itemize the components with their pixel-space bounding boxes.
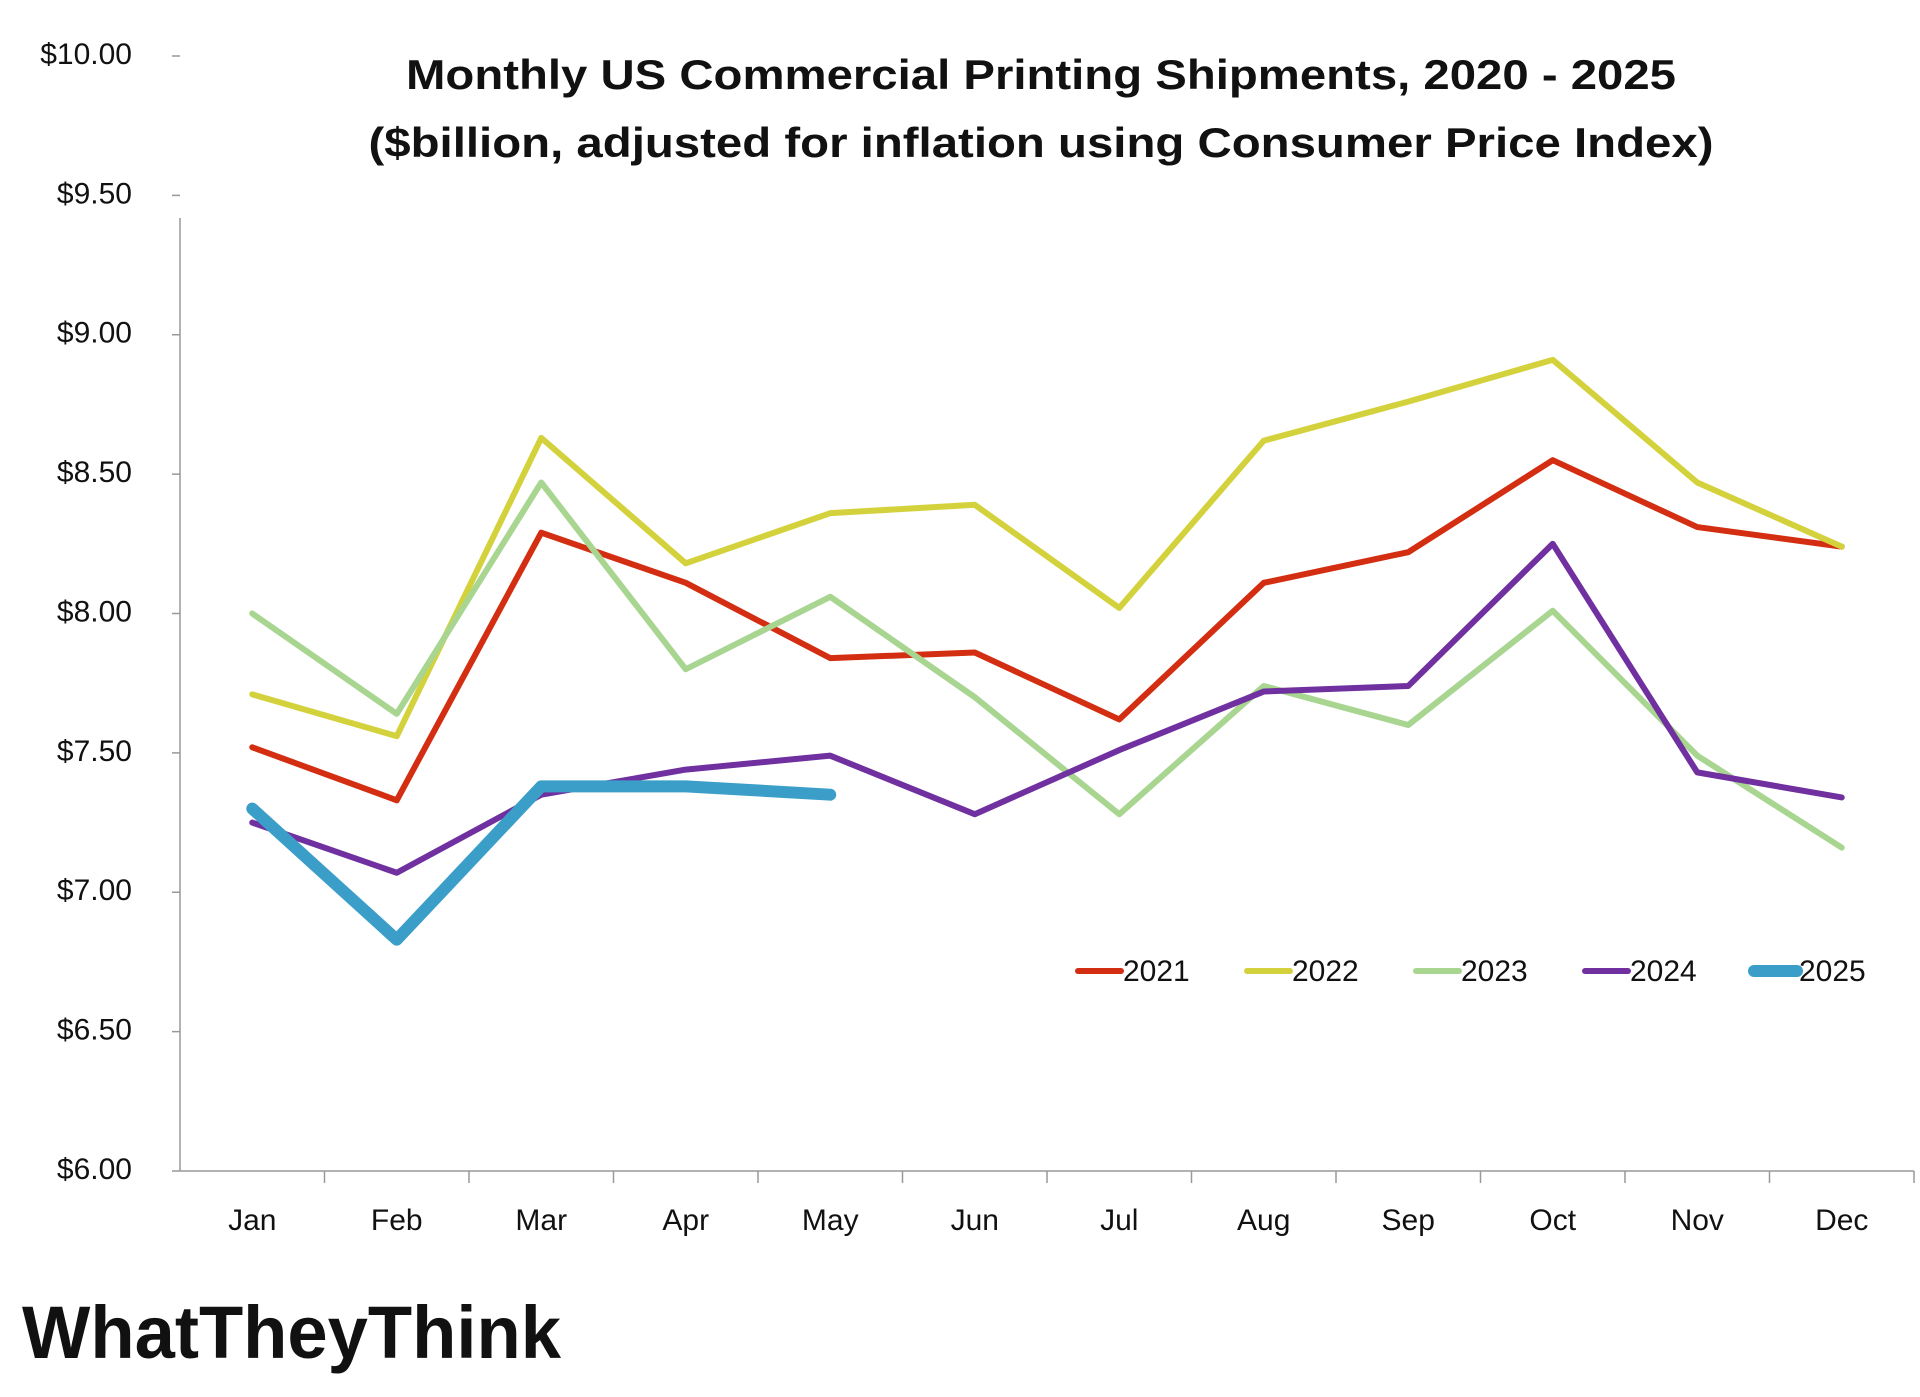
legend-label: 2025 bbox=[1799, 955, 1866, 988]
chart-title: Monthly US Commercial Printing Shipments… bbox=[406, 51, 1676, 98]
x-tick-label: Aug bbox=[1237, 1204, 1290, 1237]
x-tick-label: Sep bbox=[1382, 1204, 1435, 1237]
y-tick-label: $8.00 bbox=[57, 595, 132, 628]
x-tick-label: Dec bbox=[1815, 1204, 1868, 1237]
x-tick-label: Jul bbox=[1100, 1204, 1138, 1237]
x-tick-label: Jan bbox=[228, 1204, 276, 1237]
series-line bbox=[249, 457, 1845, 804]
x-tick-label: Oct bbox=[1529, 1204, 1576, 1237]
y-tick-label: $7.50 bbox=[57, 735, 132, 768]
series-line bbox=[249, 479, 1845, 851]
chart-subtitle: ($billion, adjusted for inflation using … bbox=[369, 119, 1714, 166]
series-line bbox=[249, 356, 1845, 740]
y-tick-label: $6.00 bbox=[57, 1153, 132, 1186]
logo: WhatTheyThink bbox=[22, 1291, 562, 1374]
y-tick-label: $7.00 bbox=[57, 874, 132, 907]
y-tick-label: $8.50 bbox=[57, 456, 132, 489]
legend-label: 2021 bbox=[1123, 955, 1190, 988]
series-line bbox=[249, 540, 1845, 876]
x-tick-label: Apr bbox=[662, 1204, 709, 1237]
x-tick-label: Mar bbox=[515, 1204, 567, 1237]
legend-label: 2024 bbox=[1630, 955, 1697, 988]
legend-label: 2022 bbox=[1292, 955, 1359, 988]
y-tick-label: $9.00 bbox=[57, 317, 132, 350]
legend-label: 2023 bbox=[1461, 955, 1528, 988]
x-tick-label: Feb bbox=[371, 1204, 423, 1237]
x-tick-label: Nov bbox=[1671, 1204, 1724, 1237]
x-tick-label: May bbox=[802, 1204, 859, 1237]
y-tick-label: $9.50 bbox=[57, 177, 132, 210]
y-tick-label: $10.00 bbox=[40, 38, 132, 71]
series-line bbox=[246, 780, 837, 946]
y-tick-label: $6.50 bbox=[57, 1014, 132, 1047]
x-tick-label: Jun bbox=[951, 1204, 999, 1237]
